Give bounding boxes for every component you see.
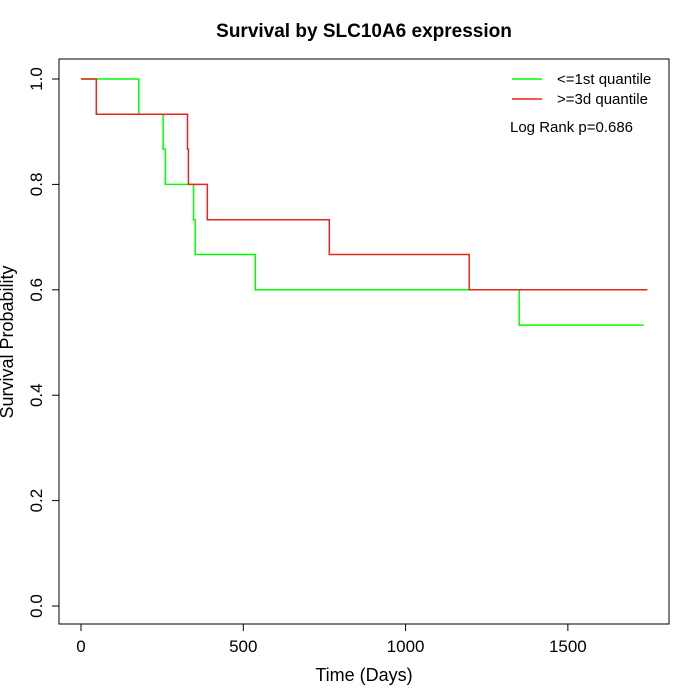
legend-label-1: <=1st quantile [557, 71, 651, 88]
y-axis-label: Survival Probability [0, 265, 17, 418]
x-tick-label: 1000 [387, 637, 425, 656]
series-group [81, 78, 648, 326]
x-tick-label: 500 [229, 637, 257, 656]
x-axis: 0 500 1000 1500 [76, 623, 587, 656]
y-tick-label: 0.2 [27, 489, 46, 513]
y-tick-label: 0.6 [27, 278, 46, 302]
y-axis: 0.0 0.2 0.4 0.6 0.8 1.0 [27, 67, 60, 618]
log-rank-annotation: Log Rank p=0.686 [510, 119, 633, 136]
y-tick-label: 0.0 [27, 594, 46, 618]
y-tick-label: 1.0 [27, 67, 46, 91]
chart-title: Survival by SLC10A6 expression [216, 21, 512, 42]
y-tick-label: 0.8 [27, 173, 46, 197]
x-tick-label: 1500 [549, 637, 587, 656]
series-line-2 [81, 78, 648, 291]
y-tick-label: 0.4 [27, 383, 46, 407]
series-line-1 [81, 78, 644, 326]
legend-label-2: >=3d quantile [557, 91, 648, 108]
plot-frame [58, 58, 670, 625]
legend: <=1st quantile >=3d quantile [512, 71, 651, 108]
x-tick-label: 0 [76, 637, 85, 656]
x-axis-label: Time (Days) [315, 665, 412, 685]
